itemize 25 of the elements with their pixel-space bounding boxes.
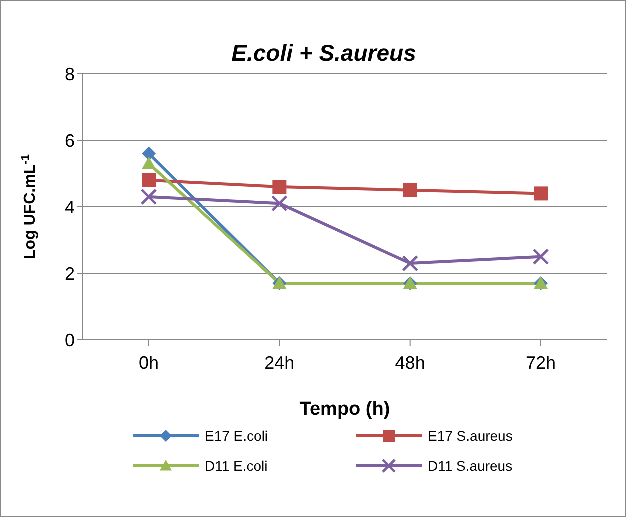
point xyxy=(532,248,550,266)
y-tick-label: 4 xyxy=(64,197,75,218)
legend-label: D11 E.coli xyxy=(205,458,268,474)
x-axis-title: Tempo (h) xyxy=(300,399,390,420)
point xyxy=(402,255,419,272)
y-tick-label: 8 xyxy=(64,64,75,84)
chart-title: E.coli + S.aureus xyxy=(232,40,416,66)
point xyxy=(272,180,287,194)
legend-label: E17 E.coli xyxy=(205,428,268,444)
legend-label: E17 S.aureus xyxy=(428,428,513,444)
x-tick-label: 0h xyxy=(138,352,160,373)
point xyxy=(403,183,418,198)
legend-label: D11 S.aureus xyxy=(428,458,513,474)
point xyxy=(534,186,548,201)
y-tick-label: 0 xyxy=(64,330,75,350)
y-tick-label: 2 xyxy=(64,264,75,284)
point xyxy=(271,195,288,212)
point xyxy=(142,173,156,188)
x-tick-label: 72h xyxy=(526,352,556,373)
x-tick-label: 48h xyxy=(395,352,426,373)
x-tick-label: 24h xyxy=(264,352,295,373)
point xyxy=(140,188,158,206)
y-tick-label: 6 xyxy=(64,130,75,151)
point xyxy=(142,156,156,170)
point xyxy=(142,146,156,161)
